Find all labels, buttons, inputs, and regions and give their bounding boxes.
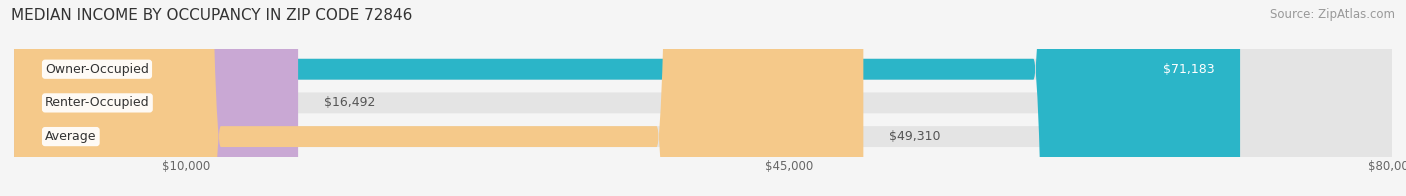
Text: Renter-Occupied: Renter-Occupied xyxy=(45,96,149,109)
Text: Owner-Occupied: Owner-Occupied xyxy=(45,63,149,76)
Text: MEDIAN INCOME BY OCCUPANCY IN ZIP CODE 72846: MEDIAN INCOME BY OCCUPANCY IN ZIP CODE 7… xyxy=(11,8,412,23)
FancyBboxPatch shape xyxy=(14,0,863,196)
Text: $16,492: $16,492 xyxy=(323,96,375,109)
FancyBboxPatch shape xyxy=(14,0,298,196)
Text: Source: ZipAtlas.com: Source: ZipAtlas.com xyxy=(1270,8,1395,21)
FancyBboxPatch shape xyxy=(14,0,1392,196)
FancyBboxPatch shape xyxy=(14,0,1240,196)
FancyBboxPatch shape xyxy=(14,0,1392,196)
FancyBboxPatch shape xyxy=(14,0,1392,196)
Text: $49,310: $49,310 xyxy=(889,130,941,143)
Text: $71,183: $71,183 xyxy=(1163,63,1215,76)
Text: Average: Average xyxy=(45,130,97,143)
